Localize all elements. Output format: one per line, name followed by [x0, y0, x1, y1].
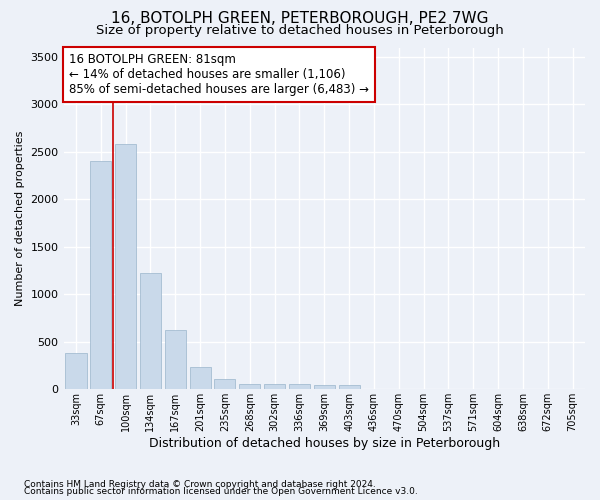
Bar: [239, 384, 260, 390]
Text: Size of property relative to detached houses in Peterborough: Size of property relative to detached ho…: [96, 24, 504, 37]
Bar: [65, 353, 86, 390]
Text: 16 BOTOLPH GREEN: 81sqm
← 14% of detached houses are smaller (1,106)
85% of semi: 16 BOTOLPH GREEN: 81sqm ← 14% of detache…: [69, 52, 369, 96]
Text: 16, BOTOLPH GREEN, PETERBOROUGH, PE2 7WG: 16, BOTOLPH GREEN, PETERBOROUGH, PE2 7WG: [111, 11, 489, 26]
Bar: [314, 386, 335, 390]
Bar: [165, 330, 186, 390]
Text: Contains HM Land Registry data © Crown copyright and database right 2024.: Contains HM Land Registry data © Crown c…: [24, 480, 376, 489]
X-axis label: Distribution of detached houses by size in Peterborough: Distribution of detached houses by size …: [149, 437, 500, 450]
Bar: [115, 144, 136, 390]
Bar: [90, 162, 112, 390]
Bar: [190, 366, 211, 390]
Y-axis label: Number of detached properties: Number of detached properties: [15, 130, 25, 306]
Bar: [214, 379, 235, 390]
Bar: [140, 274, 161, 390]
Bar: [338, 386, 359, 390]
Bar: [289, 384, 310, 390]
Bar: [264, 384, 285, 390]
Text: Contains public sector information licensed under the Open Government Licence v3: Contains public sector information licen…: [24, 487, 418, 496]
